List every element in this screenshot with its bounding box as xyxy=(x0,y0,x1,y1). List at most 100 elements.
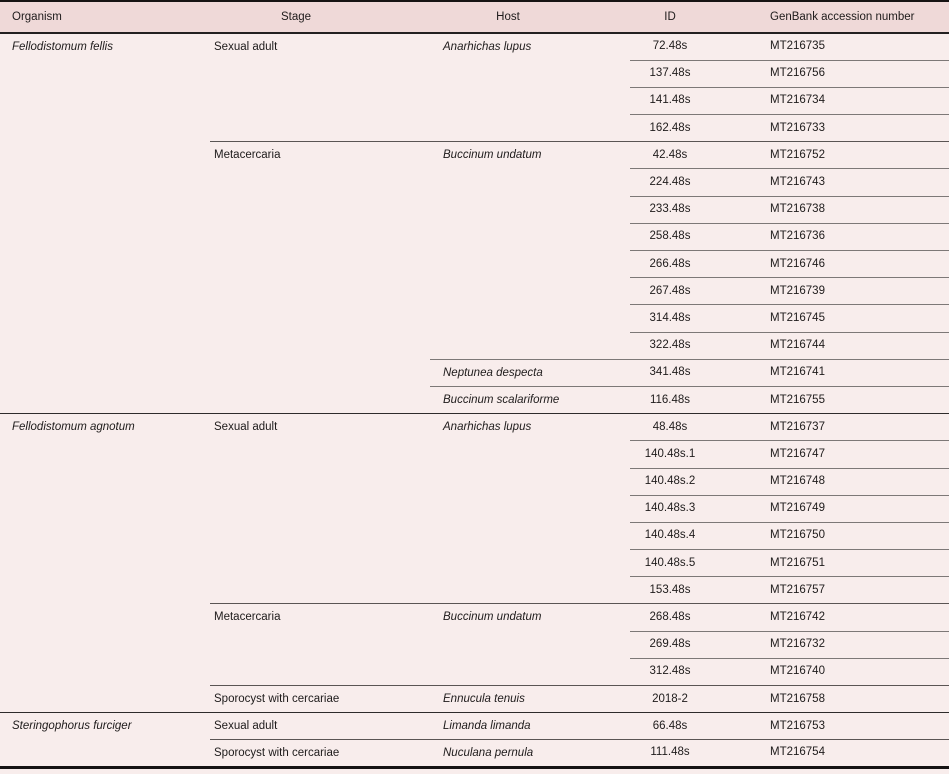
id-cell: 141.48s xyxy=(630,86,745,115)
id-cell: 341.48s xyxy=(630,358,745,387)
id-cell: 2018-2 xyxy=(630,684,745,713)
id-cell: 137.48s xyxy=(630,59,745,88)
table-row: 224.48s MT216743 xyxy=(0,168,949,197)
id-cell: 116.48s xyxy=(630,385,745,414)
id-cell: 268.48s xyxy=(630,603,745,632)
host-cell: Buccinum undatum xyxy=(430,141,630,360)
id-cell: 162.48s xyxy=(630,114,745,142)
table-row: 137.48s MT216756 xyxy=(0,59,949,88)
column-header-stage: Stage xyxy=(210,1,430,34)
table-row: Metacercaria Buccinum undatum 268.48s MT216… xyxy=(0,603,949,686)
accession-cell: MT216740 xyxy=(745,657,949,686)
column-header-id: ID xyxy=(630,1,745,34)
stage-cell: Sexual adult xyxy=(210,712,430,740)
id-cell: 66.48s xyxy=(630,712,745,740)
accession-cell: MT216733 xyxy=(745,114,949,142)
table-row: 140.48s.3 MT216749 xyxy=(0,494,949,523)
accession-cell: MT216739 xyxy=(745,277,949,305)
table-row: 233.48s MT216738 xyxy=(0,195,949,224)
accession-cell: MT216754 xyxy=(745,739,949,768)
host-cell: Limanda limanda xyxy=(430,712,630,740)
table-row: 140.48s.5 MT216751 xyxy=(0,549,949,577)
specimen-table-header: Organism Stage Host ID GenBank accession… xyxy=(0,1,949,34)
accession-cell: MT216746 xyxy=(745,249,949,278)
id-cell: 314.48s xyxy=(630,304,745,333)
table-row: Sporocyst with cercariae Nuculana pernula… xyxy=(0,739,949,768)
stage-cell: Sexual adult xyxy=(214,41,278,53)
id-cell: 233.48s xyxy=(630,195,745,224)
host-cell: Nuculana pernula xyxy=(430,739,630,768)
table-row: 266.48s MT216746 xyxy=(0,249,949,278)
column-header-accession: GenBank accession number xyxy=(745,1,949,34)
accession-cell: MT216755 xyxy=(745,385,949,414)
id-cell: 140.48s.3 xyxy=(630,494,745,523)
host-cell: Anarhichas lupus xyxy=(443,41,532,53)
table-row: 140.48s.1 MT216747 xyxy=(0,440,949,468)
host-cell: Buccinum undatum xyxy=(430,603,630,686)
table-row: 140.48s.2 MT216748 xyxy=(0,467,949,496)
accession-cell: MT216738 xyxy=(745,195,949,224)
accession-cell: MT216743 xyxy=(745,168,949,197)
table-row: Neptunea despecta 341.48s MT216741 xyxy=(0,358,949,387)
stage-cell: Sporocyst with cercariae xyxy=(210,684,430,713)
stage-cell: Metacercaria xyxy=(210,141,430,414)
stage-cell: Metacercaria xyxy=(210,603,430,686)
table-row: 269.48s MT216732 xyxy=(0,630,949,659)
id-cell: 111.48s xyxy=(630,739,745,768)
table-row: Fellodistomum fellis Sexual adult Anarhich… xyxy=(0,33,949,60)
table-row: Sporocyst with cercariae Ennucula tenuis 2… xyxy=(0,684,949,713)
accession-cell: MT216736 xyxy=(745,222,949,251)
accession-cell: MT216751 xyxy=(745,549,949,577)
accession-cell: MT216742 xyxy=(745,603,949,632)
host-cell: Buccinum scalariforme xyxy=(430,385,630,414)
stage-cell: Sexual adult xyxy=(210,413,430,604)
accession-cell: MT216734 xyxy=(745,86,949,115)
id-cell: 72.48s xyxy=(652,40,688,53)
table-row: Metacercaria Buccinum undatum 42.48s MT2167… xyxy=(0,141,949,414)
accession-cell: MT216735 xyxy=(770,40,825,53)
accession-cell: MT216732 xyxy=(745,630,949,659)
table-row: 140.48s.4 MT216750 xyxy=(0,521,949,550)
id-cell: 269.48s xyxy=(630,630,745,659)
id-cell: 140.48s.1 xyxy=(630,440,745,468)
table-row: 314.48s MT216745 xyxy=(0,304,949,333)
table-row: 141.48s MT216734 xyxy=(0,86,949,115)
header-row: Organism Stage Host ID GenBank accession… xyxy=(0,1,949,34)
id-cell: 140.48s.5 xyxy=(630,549,745,577)
column-header-host: Host xyxy=(430,1,630,34)
accession-cell: MT216752 xyxy=(745,141,949,169)
accession-cell: MT216756 xyxy=(745,59,949,88)
id-cell: 312.48s xyxy=(630,657,745,686)
id-cell: 42.48s xyxy=(630,141,745,169)
accession-cell: MT216750 xyxy=(745,521,949,550)
id-cell: 140.48s.4 xyxy=(630,521,745,550)
host-cell: Ennucula tenuis xyxy=(430,684,630,713)
accession-cell: MT216749 xyxy=(745,494,949,523)
specimen-table-body: Fellodistomum fellis Sexual adult Anarhich… xyxy=(0,33,949,768)
table-row: 153.48s MT216757 xyxy=(0,576,949,604)
id-cell: 266.48s xyxy=(630,249,745,278)
table-row: Fellodistomum agnotum Sexual adult Anarhic… xyxy=(0,413,949,713)
id-cell: 267.48s xyxy=(630,277,745,305)
accession-cell: MT216748 xyxy=(745,467,949,496)
organism-cell: Steringophorus furciger xyxy=(0,712,210,768)
host-cell: Anarhichas lupus xyxy=(430,413,630,604)
table-row: 258.48s MT216736 xyxy=(0,222,949,251)
table-row: 312.48s MT216740 xyxy=(0,657,949,686)
id-cell: 322.48s xyxy=(630,331,745,360)
stage-cell: Sporocyst with cercariae xyxy=(210,739,430,768)
table-row: 267.48s MT216739 xyxy=(0,277,949,305)
accession-cell: MT216741 xyxy=(745,358,949,387)
organism-cell: Fellodistomum agnotum xyxy=(0,413,210,713)
column-header-organism: Organism xyxy=(0,1,210,34)
accession-cell: MT216758 xyxy=(745,684,949,713)
accession-cell: MT216745 xyxy=(745,304,949,333)
id-cell: 224.48s xyxy=(630,168,745,197)
accession-cell: MT216737 xyxy=(745,413,949,441)
table-row: 162.48s MT216733 xyxy=(0,114,949,142)
id-cell: 258.48s xyxy=(630,222,745,251)
accession-cell: MT216744 xyxy=(745,331,949,360)
id-cell: 153.48s xyxy=(630,576,745,604)
table-row: 322.48s MT216744 xyxy=(0,331,949,360)
